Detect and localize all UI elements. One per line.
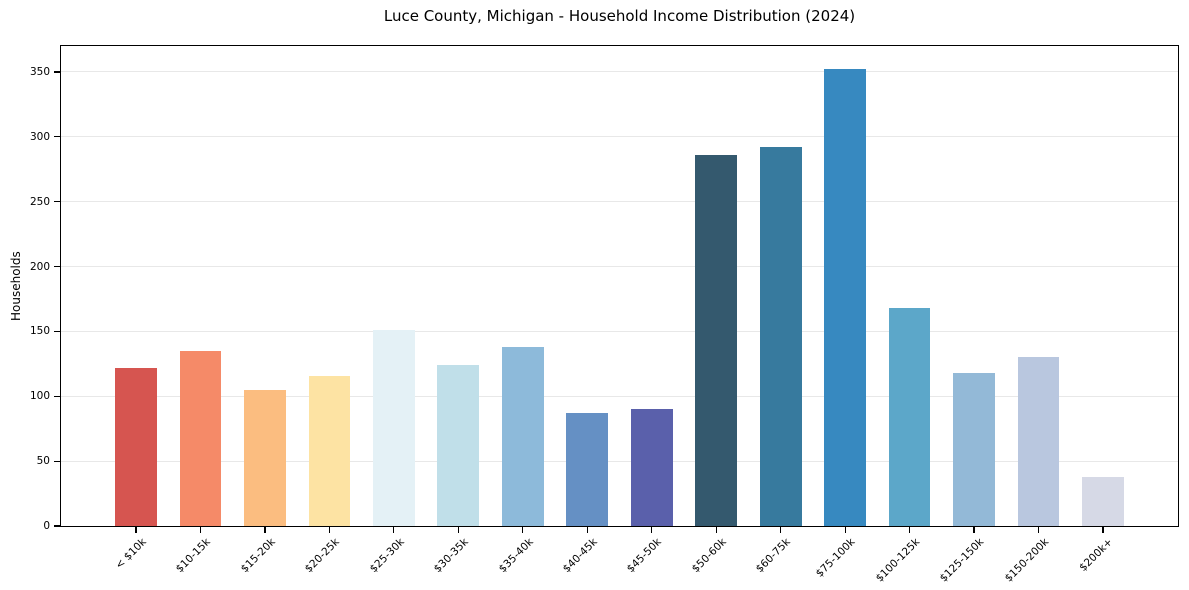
bar--125-150k [953, 372, 995, 526]
gridline-150 [61, 330, 1178, 332]
bar--200k- [1082, 476, 1124, 526]
y-tick-mark-0 [54, 525, 60, 527]
y-tick-label-300: 300 [29, 130, 50, 143]
x-tick-label-7: $40-45k [560, 536, 600, 576]
bar--20-25k [308, 375, 351, 526]
x-tick-mark-6 [522, 527, 524, 533]
x-tick-label-0: < $10k [112, 536, 149, 572]
gridline-200 [61, 266, 1178, 268]
x-tick-label-5: $30-35k [431, 536, 471, 576]
bar--40-45k [566, 413, 609, 526]
bar--150-200k [1017, 357, 1060, 526]
bar--35-40k [501, 346, 544, 526]
x-tick-label-9: $50-60k [689, 536, 729, 576]
x-tick-mark-8 [651, 527, 653, 533]
bar--75-100k [824, 69, 866, 526]
bar--100-125k [888, 308, 931, 526]
gridline-250 [61, 201, 1178, 203]
bar--45-50k [630, 409, 673, 526]
y-tick-label-250: 250 [29, 195, 50, 208]
y-tick-mark-150 [54, 330, 60, 332]
x-tick-mark-7 [586, 527, 588, 533]
y-tick-mark-350 [54, 71, 60, 73]
x-tick-mark-13 [973, 527, 975, 533]
x-tick-mark-12 [909, 527, 911, 533]
x-tick-mark-15 [1102, 527, 1104, 533]
plot-area [60, 45, 1179, 527]
x-tick-label-13: $125-150k [938, 536, 987, 585]
bar--60-75k [759, 147, 802, 526]
y-tick-label-150: 150 [29, 325, 50, 338]
x-tick-label-14: $150-200k [1002, 536, 1052, 585]
y-tick-label-100: 100 [29, 390, 50, 403]
x-tick-label-12: $100-125k [873, 536, 923, 585]
x-tick-mark-9 [715, 527, 717, 533]
bar--30-35k [437, 365, 480, 526]
bar--15-20k [244, 389, 286, 526]
y-tick-mark-200 [54, 265, 60, 268]
x-tick-label-2: $15-20k [238, 536, 278, 576]
x-tick-label-1: $10-15k [173, 536, 213, 576]
x-tick-mark-14 [1037, 527, 1040, 533]
x-tick-label-6: $35-40k [496, 536, 536, 576]
y-tick-mark-300 [54, 136, 60, 138]
x-tick-mark-5 [457, 527, 459, 533]
y-tick-label-50: 50 [36, 455, 50, 468]
x-tick-mark-11 [844, 527, 846, 533]
x-tick-label-15: $200k+ [1077, 536, 1116, 574]
y-tick-mark-50 [54, 460, 60, 462]
x-tick-label-10: $60-75k [754, 536, 794, 576]
x-tick-mark-0 [135, 527, 137, 533]
x-tick-label-3: $20-25k [302, 536, 342, 576]
bar--10k [115, 367, 157, 526]
gridline-100 [61, 395, 1178, 397]
gridline-350 [61, 71, 1178, 73]
gridline-50 [61, 460, 1178, 462]
x-tick-label-11: $75-100k [813, 536, 858, 580]
x-tick-mark-4 [393, 527, 395, 533]
bar--25-30k [372, 330, 415, 526]
chart-title: Luce County, Michigan - Household Income… [383, 7, 856, 25]
gridline-300 [61, 136, 1178, 138]
x-tick-mark-10 [780, 527, 782, 533]
y-tick-label-0: 0 [43, 520, 50, 532]
y-tick-mark-250 [54, 201, 60, 203]
y-tick-label-200: 200 [29, 260, 50, 273]
y-tick-mark-100 [54, 395, 60, 397]
x-tick-mark-1 [199, 527, 202, 533]
bar--10-15k [179, 350, 222, 526]
x-tick-mark-3 [328, 527, 330, 533]
bar--50-60k [695, 154, 738, 526]
y-tick-label-350: 350 [29, 65, 50, 78]
x-tick-label-4: $25-30k [367, 536, 407, 576]
x-tick-mark-2 [264, 527, 266, 533]
x-tick-label-8: $45-50k [625, 536, 665, 576]
